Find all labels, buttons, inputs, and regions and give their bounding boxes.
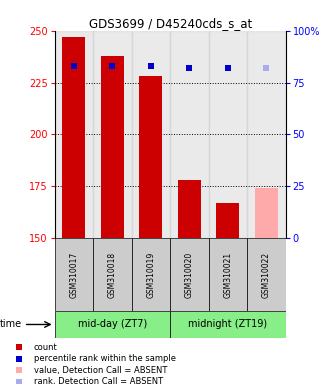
Text: value, Detection Call = ABSENT: value, Detection Call = ABSENT (33, 366, 167, 375)
Bar (178, 180, 201, 238)
Text: GSM310019: GSM310019 (146, 252, 155, 298)
Text: GSM310017: GSM310017 (69, 252, 78, 298)
Bar (55, 238, 93, 311)
Bar (101, 56, 124, 238)
Text: count: count (33, 343, 57, 352)
Text: percentile rank within the sample: percentile rank within the sample (33, 354, 176, 363)
Bar (247, 238, 286, 311)
Text: GSM310018: GSM310018 (108, 252, 117, 298)
Bar (216, 203, 239, 238)
Text: time: time (0, 319, 22, 329)
Bar (93, 238, 132, 311)
Text: mid-day (ZT7): mid-day (ZT7) (78, 319, 147, 329)
Bar (55, 311, 170, 338)
Bar (139, 76, 162, 238)
Bar (132, 238, 170, 311)
Bar (209, 238, 247, 311)
Bar (132, 31, 170, 238)
Text: midnight (ZT19): midnight (ZT19) (188, 319, 267, 329)
Bar (247, 31, 286, 238)
Text: GSM310021: GSM310021 (223, 252, 232, 298)
Text: GSM310022: GSM310022 (262, 252, 271, 298)
Bar (170, 311, 286, 338)
Bar (209, 31, 247, 238)
Bar (55, 31, 93, 238)
Bar (170, 238, 209, 311)
Bar (62, 37, 85, 238)
Bar (170, 31, 209, 238)
Bar (255, 188, 278, 238)
Text: GSM310020: GSM310020 (185, 252, 194, 298)
Text: rank, Detection Call = ABSENT: rank, Detection Call = ABSENT (33, 377, 163, 384)
Bar (93, 31, 132, 238)
Title: GDS3699 / D45240cds_s_at: GDS3699 / D45240cds_s_at (89, 17, 252, 30)
